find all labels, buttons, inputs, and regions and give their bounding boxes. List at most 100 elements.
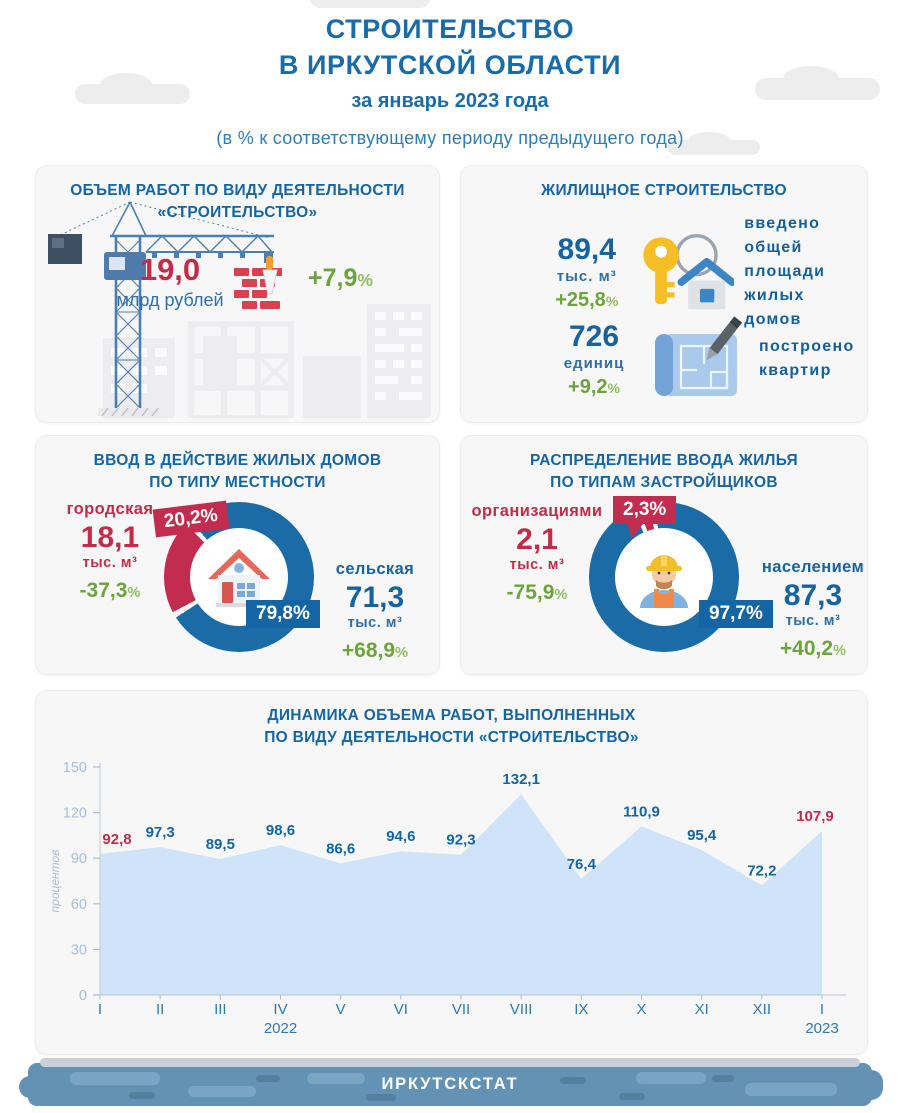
page-title-line2: В ИРКУТСКОЙ ОБЛАСТИ <box>278 49 622 80</box>
developers-org-unit: тыс. м³ <box>509 557 565 573</box>
volume-unit: млрд рублей <box>116 290 224 310</box>
svg-text:97,3: 97,3 <box>146 824 175 841</box>
svg-text:I: I <box>820 1001 824 1018</box>
page-title-line1: СТРОИТЕЛЬСТВО <box>325 14 575 44</box>
locality-rural-share-badge: 79,8% <box>246 600 320 628</box>
footer-blob <box>255 1075 280 1082</box>
svg-text:2023: 2023 <box>805 1020 838 1037</box>
card-developer-type: РАСПРЕДЕЛЕНИЕ ВВОДА ЖИЛЬЯ ПО ТИПАМ ЗАСТР… <box>460 435 868 675</box>
locality-urban-unit: тыс. м³ <box>82 555 138 571</box>
svg-text:76,4: 76,4 <box>567 856 597 873</box>
locality-urban-block: городская 18,1 тыс. м³ -37,3% <box>44 500 176 603</box>
svg-text:110,9: 110,9 <box>623 803 660 820</box>
svg-text:XI: XI <box>695 1001 709 1018</box>
housing-flats-label-line2: квартир <box>759 362 832 379</box>
developers-pop-change-pct: % <box>833 643 847 659</box>
footer-blob <box>70 1072 161 1085</box>
header: СТРОИТЕЛЬСТВО В ИРКУТСКОЙ ОБЛАСТИ за янв… <box>0 12 900 149</box>
developers-pop-label: населением <box>761 558 865 576</box>
svg-text:94,6: 94,6 <box>386 828 415 845</box>
developers-pop-value: 87,3 <box>783 579 843 612</box>
locality-rural-change: +68,9% <box>314 639 436 663</box>
footer-blob <box>618 1093 645 1100</box>
card-locality-title-line1: ВВОД В ДЕЙСТВИЕ ЖИЛЫХ ДОМОВ <box>93 452 382 469</box>
house-icon <box>208 549 270 607</box>
housing-area-change: +25,8% <box>547 289 626 312</box>
svg-text:IV: IV <box>273 1001 287 1018</box>
developers-org-share-badge: 2,3% <box>613 496 677 538</box>
locality-rural-label: сельская <box>335 560 415 578</box>
housing-flats-label-line1: построено <box>759 338 855 355</box>
card-developers-title-line2: ПО ТИПАМ ЗАСТРОЙЩИКОВ <box>550 473 778 491</box>
footer-blob <box>745 1083 838 1096</box>
housing-area-label-line2: общей площади <box>744 239 826 280</box>
chart-title-line1: ДИНАМИКА ОБЪЕМА РАБОТ, ВЫПОЛНЕННЫХ <box>267 707 636 724</box>
card-housing-title: ЖИЛИЩНОЕ СТРОИТЕЛЬСТВО <box>541 182 787 199</box>
housing-area-unit: тыс. м³ <box>556 267 617 285</box>
key-house-icon <box>643 233 735 310</box>
locality-urban-change-value: -37,3 <box>79 579 128 602</box>
volume-change-pct: % <box>357 270 373 290</box>
bricks-trowel-icon <box>234 256 282 309</box>
housing-flats-change-pct: % <box>607 379 620 396</box>
footer-blob <box>306 1073 365 1084</box>
footer-blob <box>365 1094 396 1101</box>
footer-blob <box>711 1075 734 1082</box>
svg-text:98,6: 98,6 <box>266 822 295 839</box>
crane-icon <box>48 201 274 417</box>
svg-text:IX: IX <box>574 1001 588 1018</box>
svg-text:VII: VII <box>452 1001 470 1018</box>
card-volume-title-line2: «СТРОИТЕЛЬСТВО» <box>157 203 318 221</box>
locality-urban-label: городская <box>66 500 154 518</box>
locality-urban-change-pct: % <box>127 585 141 601</box>
svg-text:92,3: 92,3 <box>446 832 475 849</box>
svg-text:72,2: 72,2 <box>747 862 776 879</box>
locality-rural-unit: тыс. м³ <box>347 615 403 631</box>
housing-flats-change-value: +9,2 <box>568 375 608 398</box>
developers-org-change-value: -75,9 <box>506 581 555 604</box>
housing-area-value: 89,4 <box>557 232 616 266</box>
developers-pop-share-badge: 97,7% <box>699 600 773 628</box>
volume-value-row: 19,0 млрд рублей +7,9% <box>114 252 373 314</box>
cloud-icon <box>668 131 760 155</box>
svg-text:92,8: 92,8 <box>102 831 131 848</box>
volume-value: 19,0 <box>139 252 201 287</box>
svg-text:0: 0 <box>79 988 87 1004</box>
svg-text:VIII: VIII <box>510 1001 533 1018</box>
svg-text:60: 60 <box>71 897 87 913</box>
housing-flats-value: 726 <box>568 319 620 353</box>
housing-flats-unit: единиц <box>563 354 625 372</box>
svg-text:I: I <box>98 1001 102 1018</box>
housing-row-flats: 726 единиц +9,2% <box>547 316 855 402</box>
cloud-icon <box>755 65 880 100</box>
svg-text:86,6: 86,6 <box>326 840 355 857</box>
housing-flats-change: +9,2% <box>547 376 641 399</box>
svg-text:2022: 2022 <box>264 1020 297 1037</box>
volume-change: +7,9% <box>308 264 373 293</box>
svg-text:90: 90 <box>71 851 87 867</box>
locality-urban-value: 18,1 <box>80 521 140 554</box>
housing-row-area: 89,4 тыс. м³ +25,8% введено общей площад… <box>547 212 867 332</box>
svg-text:132,1: 132,1 <box>502 771 540 788</box>
svg-text:VI: VI <box>394 1001 408 1018</box>
developers-org-value: 2,1 <box>516 523 558 556</box>
card-volume-title-line1: ОБЪЕМ РАБОТ ПО ВИДУ ДЕЯТЕЛЬНОСТИ <box>70 182 405 199</box>
cloud-icon <box>75 73 190 104</box>
housing-area-label-line1: введено <box>744 215 821 232</box>
locality-rural-block: сельская 71,3 тыс. м³ +68,9% <box>314 560 436 663</box>
footer-blob <box>188 1086 257 1097</box>
card-locality-title: ВВОД В ДЕЙСТВИЕ ЖИЛЫХ ДОМОВ ПО ТИПУ МЕСТ… <box>36 450 439 493</box>
svg-text:III: III <box>214 1001 227 1018</box>
footer-blob <box>635 1072 706 1084</box>
footer-left-cap <box>19 1076 45 1098</box>
locality-rural-value: 71,3 <box>345 581 405 614</box>
svg-text:120: 120 <box>63 806 87 822</box>
card-dynamics-chart: ДИНАМИКА ОБЪЕМА РАБОТ, ВЫПОЛНЕННЫХ ПО ВИ… <box>35 690 868 1055</box>
card-locality-title-line2: ПО ТИПУ МЕСТНОСТИ <box>149 473 326 491</box>
page-subtitle: за январь 2023 года <box>351 90 549 113</box>
housing-area-label: введено общей площади жилых домов <box>744 212 867 332</box>
volume-change-value: +7,9 <box>308 264 358 292</box>
construction-worker-icon <box>640 555 688 608</box>
svg-text:V: V <box>336 1001 346 1018</box>
